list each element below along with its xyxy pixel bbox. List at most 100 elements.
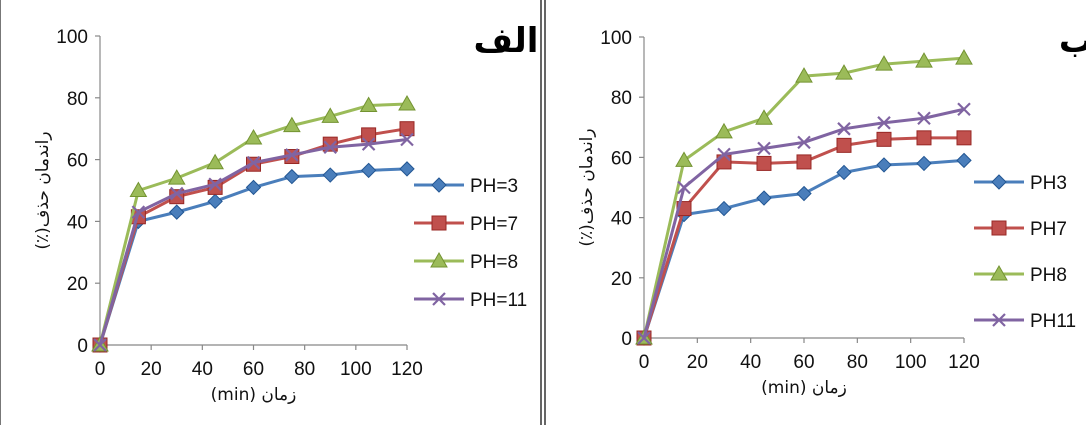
legend-entry: PH11 [974,311,1076,332]
data-point [167,169,186,185]
data-point [956,152,972,169]
data-point [323,140,338,155]
data-point [246,155,261,170]
y-tick-label: 0 [621,329,632,350]
data-point [915,52,933,68]
x-tick-label: 100 [340,359,372,380]
legend-entry: PH3 [974,173,1067,194]
legend-entry: PH=7 [414,214,518,235]
legend-marker [990,264,1008,281]
data-point [715,122,733,139]
data-point [93,338,107,352]
legend-marker [431,177,447,193]
data-point [322,167,338,183]
data-point [283,116,301,133]
legend-marker [432,292,446,306]
panel-label: ب [1059,21,1086,61]
data-point [245,179,262,196]
data-point [400,132,414,147]
x-axis-title: زمان (min) [761,378,847,398]
legend-label: PH=11 [470,290,527,311]
x-tick-label: 40 [192,359,213,380]
y-tick-label: 40 [67,212,88,233]
y-tick-label: 100 [600,28,632,49]
data-point [717,147,731,162]
data-point [360,162,377,179]
x-tick-label: 40 [740,352,761,373]
legend-label: PH=3 [470,176,518,197]
data-point [129,181,148,197]
legend-label: PH=8 [470,252,518,273]
data-point [756,155,772,171]
legend-label: PH3 [1030,173,1067,194]
data-point [716,200,732,217]
legend-label: PH11 [1030,311,1076,332]
data-point [284,168,300,185]
data-point [957,102,971,117]
data-point [755,109,773,125]
data-point [169,186,184,201]
x-tick-label: 100 [895,352,927,373]
series-ph11 [637,102,971,345]
data-point [877,116,891,130]
y-tick-label: 40 [611,209,632,230]
x-tick-label: 80 [847,352,868,373]
data-point [916,130,932,146]
y-tick-label: 80 [611,88,632,109]
legend-marker [991,174,1007,190]
x-tick-label: 0 [95,359,106,380]
x-tick-label: 60 [793,352,814,373]
legend-marker [992,313,1006,327]
y-axis-title: راندمان حذف(٪) [33,131,53,249]
x-tick-label: 120 [948,352,980,373]
y-tick-label: 60 [611,148,632,169]
data-point [677,180,691,195]
x-tick-label: 80 [294,359,315,380]
data-point [361,137,376,151]
data-point [796,185,812,202]
x-tick-label: 20 [141,359,162,380]
y-tick-label: 100 [56,27,88,48]
x-axis-title: زمان (min) [211,385,297,405]
y-tick-label: 20 [611,269,632,290]
legend-entry: PH7 [974,219,1067,240]
data-point [876,157,892,173]
legend-marker [431,215,447,231]
data-point [169,204,185,220]
data-point [836,137,852,153]
legend-label: PH8 [1030,265,1067,286]
panel-divider [540,0,546,425]
data-point [399,121,415,137]
data-point [797,135,811,150]
data-point [207,193,223,210]
series-ph-11 [93,132,414,352]
data-point [208,177,222,192]
data-point [796,154,812,170]
series-ph-7 [92,121,415,353]
chart-panel-a: 0 20 40 60 80 100 0 20 40 60 80 100 120 زمان (min) ران… [0,0,541,425]
data-point [285,148,299,162]
legend-marker [430,251,448,268]
data-point [955,49,973,65]
y-tick-label: 0 [77,336,88,357]
x-tick-label: 20 [687,352,708,373]
data-point [399,161,415,177]
data-point [361,127,377,143]
x-tick-label: 120 [391,359,423,380]
x-tick-label: 0 [639,352,650,373]
data-point [875,55,893,71]
data-point [675,151,693,167]
data-point [835,64,853,80]
legend-label: PH=7 [470,214,518,235]
legend-entry: PH8 [974,264,1067,286]
y-tick-label: 80 [67,89,88,110]
legend-marker [991,220,1007,236]
chart-panel-b: 0 20 40 60 80 100 0 20 40 60 80 100 120 زمان (min) ران… [546,0,1086,425]
data-point [837,122,851,136]
chart-svg-a: 0 20 40 60 80 100 0 20 40 60 80 100 120 زمان (min) ران… [33,21,538,405]
legend-entry: PH=8 [414,251,518,273]
legend-label: PH7 [1030,219,1067,240]
data-point [836,164,852,181]
y-tick-label: 60 [67,151,88,172]
data-point [795,67,813,83]
